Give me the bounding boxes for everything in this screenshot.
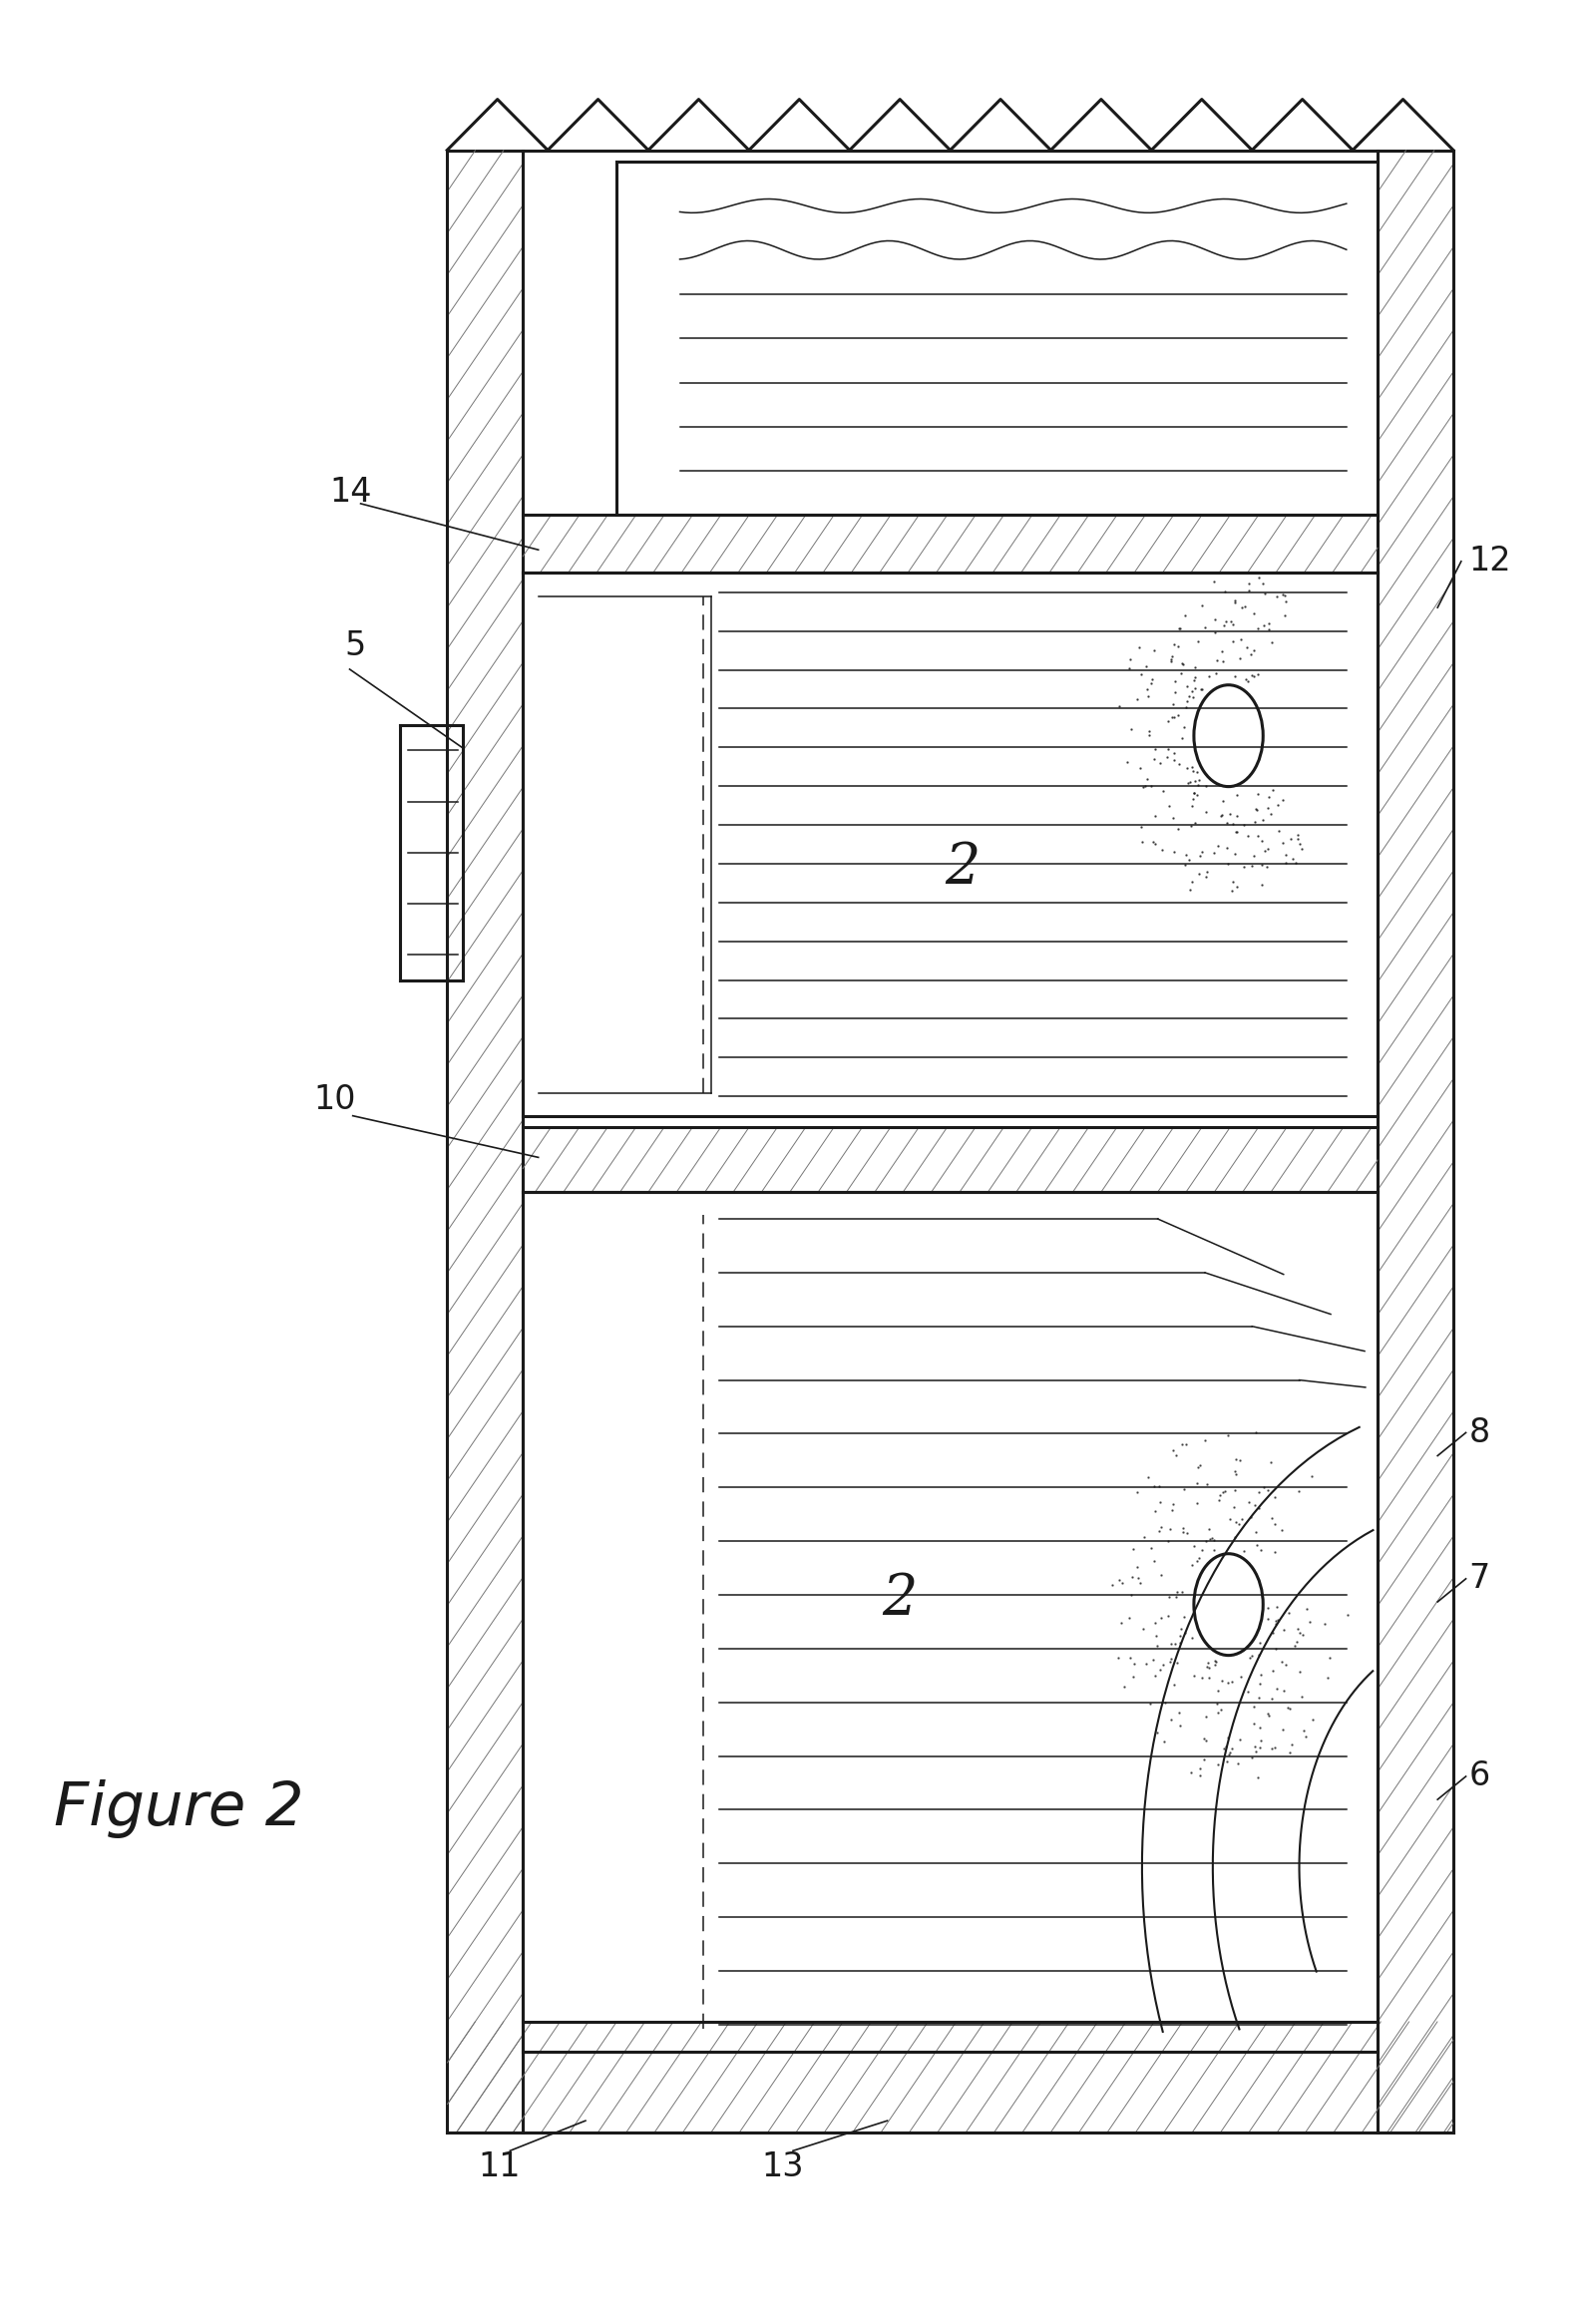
Text: 2: 2 (882, 1571, 917, 1627)
Text: 14: 14 (330, 476, 371, 509)
Text: 6: 6 (1469, 1759, 1491, 1792)
Text: Figure 2: Figure 2 (54, 1780, 305, 1838)
Text: 11: 11 (479, 2150, 520, 2182)
Text: 7: 7 (1469, 1562, 1491, 1594)
Text: 8: 8 (1469, 1415, 1491, 1450)
Text: 2: 2 (945, 841, 980, 895)
Text: 12: 12 (1469, 544, 1511, 579)
Text: 5: 5 (344, 630, 366, 662)
Text: 13: 13 (761, 2150, 804, 2182)
Text: 10: 10 (314, 1083, 355, 1116)
